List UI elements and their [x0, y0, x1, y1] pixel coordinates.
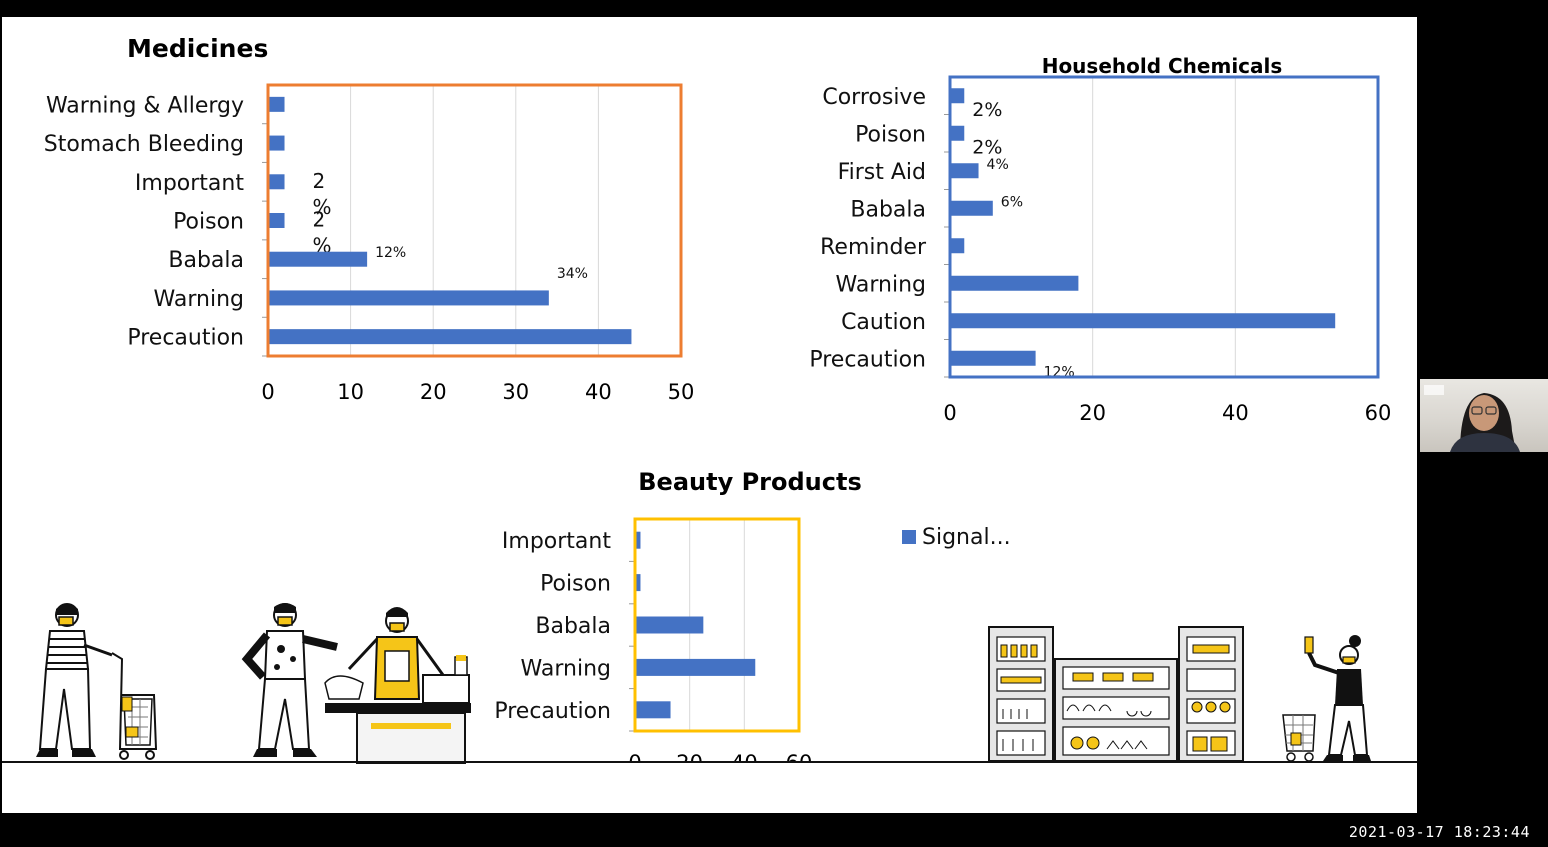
- category-label: Warning: [521, 656, 611, 681]
- category-label: Caution: [841, 310, 926, 335]
- cashier-checkout-illustration: [241, 603, 471, 764]
- category-label: Precaution: [494, 699, 611, 724]
- bar: [636, 574, 641, 592]
- category-label: Babala: [535, 614, 611, 639]
- category-label: Corrosive: [822, 85, 926, 110]
- category-label: Warning: [836, 272, 926, 297]
- bar: [636, 658, 756, 676]
- x-tick-label: 40: [585, 380, 612, 404]
- bar: [951, 88, 965, 104]
- bar: [269, 135, 285, 151]
- category-label: Poison: [173, 210, 244, 235]
- data-label: 12%: [375, 245, 406, 261]
- bar: [951, 350, 1036, 366]
- data-label: 2%: [972, 136, 1002, 158]
- x-tick-label: 10: [337, 380, 364, 404]
- shopper-with-cart-illustration: [36, 603, 158, 760]
- x-tick-label: 60: [786, 751, 813, 762]
- data-label: 2%: [972, 99, 1002, 121]
- category-label: Reminder: [820, 235, 927, 260]
- category-label: Precaution: [809, 347, 926, 372]
- bar: [269, 290, 549, 306]
- store-shelves-illustration: [988, 626, 1244, 762]
- shopper-holding-bottle-illustration: [1282, 635, 1371, 762]
- bar: [636, 531, 641, 549]
- data-label: %: [313, 195, 332, 219]
- x-tick-label: 20: [1079, 401, 1106, 425]
- bar: [951, 163, 979, 179]
- x-tick-label: 20: [676, 751, 703, 762]
- household-chemicals-chart: Household Chemicals 0 20 40 60 Corrosive 2% Poi…: [809, 54, 1392, 425]
- legend-swatch: [902, 530, 916, 544]
- data-label: 6%: [1001, 194, 1023, 210]
- data-label: %: [313, 234, 332, 258]
- x-tick-label: 0: [628, 751, 641, 762]
- presenter-video: [1424, 385, 1520, 452]
- beauty-products-chart: Beauty Products 0 20 40 60 Important Poison Bab…: [494, 468, 1011, 762]
- category-label: Babala: [850, 197, 926, 222]
- bar: [636, 616, 704, 634]
- bar: [636, 701, 671, 719]
- chart-title: Household Chemicals: [1042, 54, 1283, 78]
- category-label: Warning & Allergy: [46, 93, 244, 118]
- category-label: Poison: [855, 122, 926, 147]
- plot-border: [948, 75, 1380, 379]
- medicines-chart: Medicines 0 10 20 30 40 50 Warning & Allergy Sto…: [44, 34, 695, 404]
- category-label: First Aid: [838, 160, 926, 185]
- x-tick-label: 40: [731, 751, 758, 762]
- data-label: 2: [313, 208, 326, 232]
- bar: [269, 251, 368, 267]
- category-label: Important: [135, 171, 244, 196]
- chart-title: Beauty Products: [638, 468, 862, 496]
- x-tick-label: 40: [1222, 401, 1249, 425]
- recording-timestamp: 2021-03-17 18:23:44: [1348, 823, 1530, 841]
- plot-border: [266, 83, 683, 358]
- bar: [269, 329, 632, 345]
- bar: [951, 200, 993, 216]
- plot-border: [633, 517, 801, 733]
- category-label: Stomach Bleeding: [44, 132, 244, 157]
- bar: [951, 125, 965, 141]
- x-tick-label: 30: [502, 380, 529, 404]
- bar: [951, 313, 1336, 329]
- legend-label: Signal...: [922, 525, 1011, 550]
- x-tick-label: 50: [668, 380, 695, 404]
- webcam-thumbnail[interactable]: [1420, 379, 1548, 452]
- x-tick-label: 0: [943, 401, 956, 425]
- data-label: 2: [313, 169, 326, 193]
- category-label: Precaution: [127, 326, 244, 351]
- category-label: Important: [502, 529, 611, 554]
- bar: [269, 213, 285, 228]
- bar: [951, 238, 965, 254]
- presentation-slide: Medicines 0 10 20 30 40 50 Warning & Allergy Sto…: [2, 17, 1417, 813]
- x-tick-label: 0: [261, 380, 274, 404]
- bar: [951, 275, 1079, 291]
- category-label: Warning: [154, 287, 244, 312]
- bar: [269, 96, 285, 112]
- bar: [269, 174, 285, 190]
- category-label: Babala: [168, 248, 244, 273]
- category-label: Poison: [540, 572, 611, 597]
- chart-title: Medicines: [127, 34, 268, 63]
- data-label: 4%: [987, 157, 1009, 173]
- x-tick-label: 60: [1365, 401, 1392, 425]
- data-label: 34%: [557, 266, 588, 282]
- x-tick-label: 20: [420, 380, 447, 404]
- floor-line: [2, 761, 1417, 763]
